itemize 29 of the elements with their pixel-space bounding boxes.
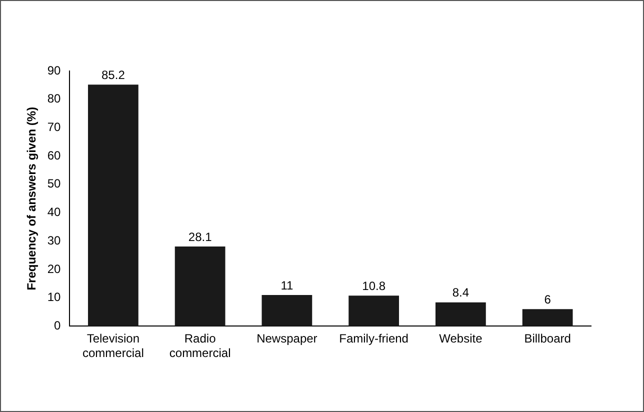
y-tick-label: 30 — [47, 233, 62, 248]
x-tick-label: Family-friend — [339, 332, 408, 346]
x-tick-label: Newspaper — [256, 332, 318, 346]
data-label: 6 — [544, 292, 552, 306]
bar — [522, 309, 573, 326]
data-label: 10.8 — [362, 278, 386, 293]
y-tick-label: 0 — [54, 318, 62, 333]
y-tick-label: 40 — [47, 205, 62, 220]
x-tick-label: Billboard — [524, 332, 571, 346]
y-tick-label: 90 — [47, 63, 62, 78]
bar — [262, 295, 312, 326]
data-label: 85.2 — [102, 68, 126, 82]
x-tick-label: Website — [439, 332, 483, 346]
y-tick-label: 50 — [47, 176, 62, 191]
bar — [174, 246, 226, 326]
data-label: 28.1 — [188, 230, 212, 244]
y-tick-label: 80 — [47, 92, 62, 106]
bar — [88, 84, 138, 326]
y-tick-label: 10 — [47, 290, 62, 304]
y-tick-label: 20 — [47, 262, 62, 276]
y-tick-label: 70 — [47, 120, 62, 134]
x-tick-label: Radio commercial — [169, 332, 231, 360]
bar — [435, 302, 486, 326]
bar — [348, 296, 400, 326]
data-label: 11 — [280, 278, 294, 292]
y-tick-label: 60 — [47, 148, 62, 162]
data-label: 8.4 — [452, 286, 470, 300]
x-tick-label: Television commercial — [82, 332, 144, 360]
y-axis-title: Frequency of answers given (%) — [24, 106, 39, 290]
